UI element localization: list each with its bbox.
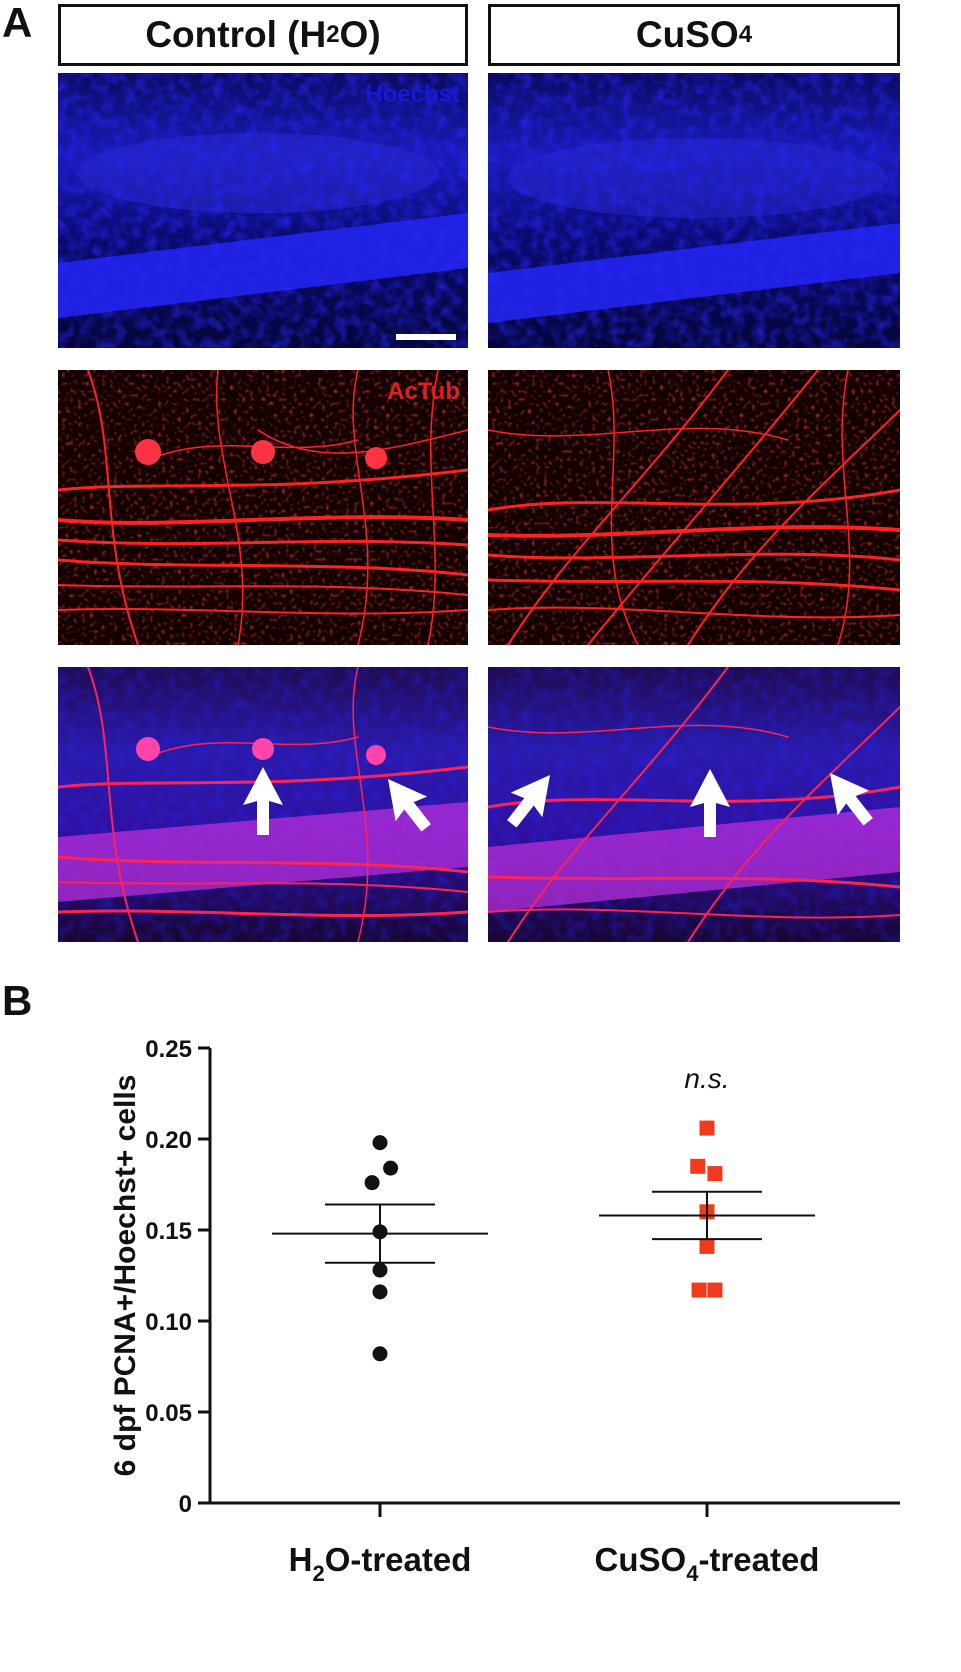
data-point: [690, 1158, 706, 1174]
data-point: [699, 1120, 715, 1136]
data-point: [707, 1282, 723, 1298]
data-point: [707, 1166, 723, 1182]
y-tick-label: 0: [179, 1491, 192, 1518]
chart-points: [364, 1120, 723, 1362]
actub-channel-label: AcTub: [387, 378, 460, 405]
pcna-scatter-chart: 0 0.05 0.10 0.15 0.20 0.25 6 dpf PCNA+/Hoechs…: [0, 1040, 961, 1672]
y-tick-label: 0.25: [145, 1040, 192, 1063]
chart-error-bars: [272, 1190, 815, 1264]
control-arrows: [243, 767, 431, 835]
data-point: [372, 1284, 388, 1300]
y-tick-label: 0.05: [145, 1400, 192, 1427]
data-point: [372, 1346, 388, 1362]
data-point: [372, 1135, 388, 1151]
chart-svg: 0 0.05 0.10 0.15 0.20 0.25 6 dpf PCNA+/Hoechs…: [109, 1040, 900, 1586]
control-merge-image: [58, 667, 468, 942]
y-axis-label: 6 dpf PCNA+/Hoechst+ cells: [109, 1075, 142, 1477]
panel-a-letter: A: [2, 0, 33, 46]
chart-labels: 6 dpf PCNA+/Hoechst+ cells H2O-treated CuS…: [109, 1063, 819, 1586]
control-header-tail: O): [339, 14, 381, 55]
cuso4-actub-image: [488, 370, 900, 645]
significance-annotation: n.s.: [684, 1063, 729, 1094]
arrow-icon: [830, 773, 873, 826]
arrow-icon: [690, 769, 730, 837]
y-tick-label: 0.20: [145, 1127, 192, 1154]
control-header-text: Control (H: [145, 14, 327, 55]
chart-axes: 0 0.05 0.10 0.15 0.20 0.25: [145, 1040, 900, 1518]
data-point: [372, 1262, 388, 1278]
panel-b-letter: B: [2, 977, 33, 1024]
cuso4-hoechst-image: [488, 73, 900, 348]
control-hoechst-image: Hoechst: [58, 73, 468, 348]
cuso4-arrows: [507, 769, 873, 837]
arrow-icon: [388, 779, 431, 832]
control-column-header: Control (H 2 O): [58, 4, 468, 66]
cuso4-axon-fibers: [488, 370, 900, 645]
data-point: [364, 1175, 380, 1191]
data-point: [699, 1238, 715, 1254]
y-tick-label: 0.15: [145, 1218, 192, 1245]
control-actub-image: AcTub: [58, 370, 468, 645]
hoechst-channel-label: Hoechst: [365, 81, 460, 108]
data-point: [691, 1282, 707, 1298]
scale-bar: [396, 334, 456, 340]
y-tick-label: 0.10: [145, 1309, 192, 1336]
x-category-label: H2O-treated: [289, 1541, 472, 1586]
cuso4-column-header: CuSO 4: [488, 4, 900, 66]
data-point: [383, 1160, 399, 1176]
cuso4-header-text: CuSO: [635, 14, 739, 55]
arrow-icon: [507, 775, 550, 828]
cuso4-merge-image: [488, 667, 900, 942]
arrow-icon: [243, 767, 283, 835]
x-category-label: CuSO4-treated: [595, 1541, 820, 1586]
